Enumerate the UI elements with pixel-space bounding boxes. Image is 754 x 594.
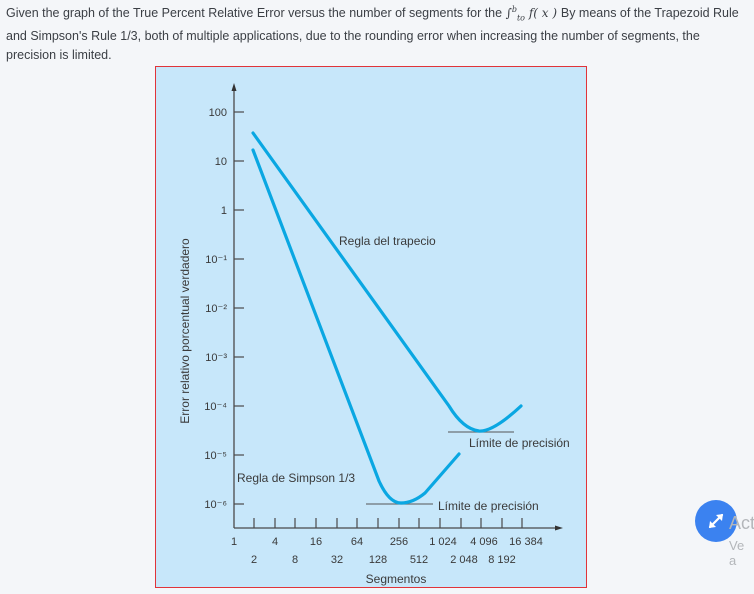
y-tick-label: 10⁻¹	[205, 254, 227, 266]
x-axis-label: Segmentos	[366, 572, 427, 586]
integral-sign: ∫	[505, 6, 512, 20]
expand-icon	[708, 513, 724, 529]
x-tick-label: 8 192	[488, 554, 516, 566]
x-tick-label: 16 384	[509, 536, 543, 548]
y-tick-label: 10⁻³	[205, 352, 227, 364]
x-tick-label: 8	[292, 554, 298, 566]
question-text: Given the graph of the True Percent Rela…	[6, 0, 751, 65]
simpson-series-line	[251, 148, 461, 505]
simpson-precision-label: Límite de precisión	[438, 499, 539, 513]
lower-limit: to	[516, 13, 525, 23]
y-tick-label: 10⁻⁶	[204, 499, 227, 511]
x-tick-label: 1	[231, 536, 237, 548]
x-tick-label: 2 048	[450, 554, 478, 566]
activation-watermark-line1: Act	[729, 513, 754, 533]
x-ticks	[253, 518, 523, 528]
x-tick-labels-bottom: 2 8 32 128 512 2 048 8 192	[251, 554, 516, 566]
chart-figure: 100 10 1 10⁻¹ 10⁻² 10⁻³ 10⁻⁴ 10⁻⁵ 10⁻⁶ E…	[155, 66, 587, 588]
simpson-label: Regla de Simpson 1/3	[237, 471, 355, 485]
y-axis-label: Error relativo porcentual verdadero	[178, 238, 192, 424]
y-ticks	[234, 111, 244, 505]
x-tick-label: 128	[369, 554, 387, 566]
question-text-before: Given the graph of the True Percent Rela…	[6, 6, 503, 20]
x-tick-label: 16	[310, 536, 322, 548]
y-tick-label: 10⁻⁴	[204, 401, 227, 413]
y-tick-label: 1	[221, 205, 227, 217]
y-tick-label: 10⁻²	[205, 303, 227, 315]
integral-expression: ∫bto f( x )	[505, 5, 561, 23]
question-text-after: By means of the Trapezoid Rule and Simps…	[6, 6, 739, 63]
x-tick-label: 32	[331, 554, 343, 566]
y-axis-arrow-icon	[231, 83, 237, 91]
trapezoid-label: Regla del trapecio	[339, 234, 436, 248]
x-tick-labels-top: 1 4 16 64 256 1 024 4 096 16 384	[231, 536, 543, 548]
x-tick-label: 256	[390, 536, 408, 548]
x-tick-label: 4 096	[470, 536, 498, 548]
x-axis-arrow-icon	[555, 525, 563, 531]
y-tick-label: 10	[215, 156, 227, 168]
x-tick-label: 1 024	[429, 536, 457, 548]
trapezoid-precision-label: Límite de precisión	[469, 436, 570, 450]
x-tick-label: 64	[351, 536, 363, 548]
y-tick-label: 100	[209, 107, 227, 119]
expand-button[interactable]	[695, 500, 737, 542]
y-tick-label: 10⁻⁵	[204, 450, 227, 462]
y-tick-labels: 100 10 1 10⁻¹ 10⁻² 10⁻³ 10⁻⁴ 10⁻⁵ 10⁻⁶	[204, 107, 227, 511]
x-tick-label: 2	[251, 554, 257, 566]
activation-watermark-line2: Ve a	[729, 538, 745, 568]
upper-limit: b	[511, 5, 517, 14]
integrand: f( x )	[528, 6, 558, 20]
trapezoid-series-line	[251, 131, 523, 433]
chart-svg: 100 10 1 10⁻¹ 10⁻² 10⁻³ 10⁻⁴ 10⁻⁵ 10⁻⁶ E…	[178, 83, 570, 586]
x-tick-label: 512	[410, 554, 428, 566]
x-tick-label: 4	[272, 536, 278, 548]
